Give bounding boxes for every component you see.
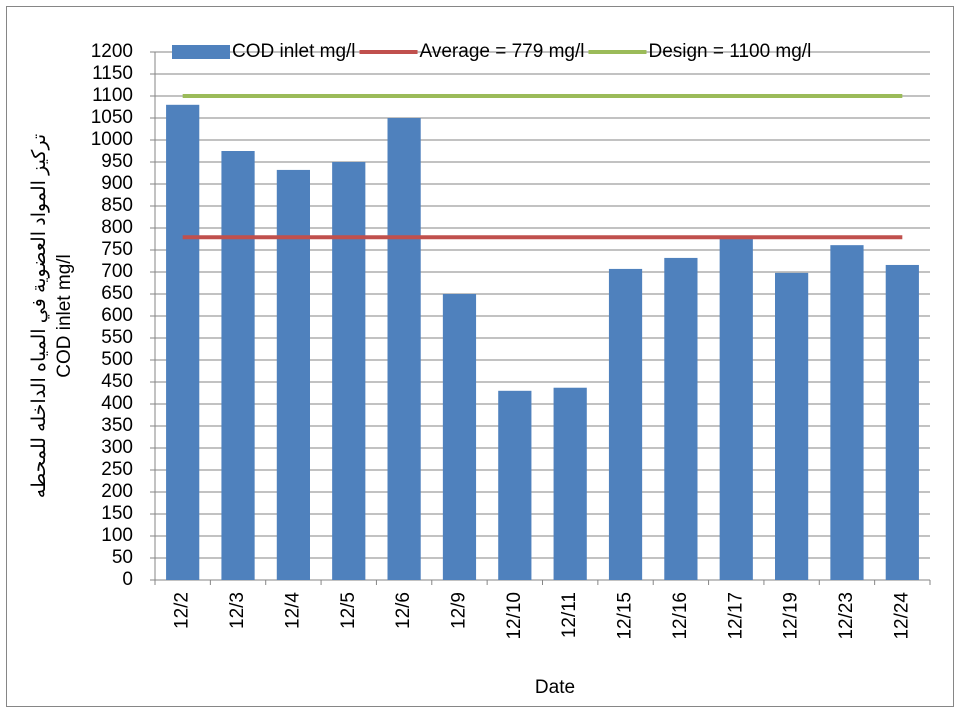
bar [166,104,200,581]
y-tick-label: 850 [101,195,133,216]
legend-swatch [172,45,230,59]
y-tick-label: 500 [101,349,133,370]
y-tick-label: 50 [112,547,133,568]
y-tick-label: 700 [101,261,133,282]
y-tick-label: 550 [101,327,133,348]
bar [276,169,310,581]
x-axis-title: Date [535,677,575,698]
y-tick-label: 200 [101,481,133,502]
x-tick-label: 12/15 [615,592,636,640]
bar [775,272,809,580]
y-tick-label: 150 [101,503,133,524]
y-tick-label: 1050 [91,107,133,128]
x-tick-label: 12/24 [891,592,912,640]
x-tick-label: 12/9 [448,592,469,629]
bar [664,257,698,580]
y-tick-label: 950 [101,151,133,172]
y-tick-label: 750 [101,239,133,260]
x-tick-label: 12/2 [172,592,193,629]
bar [387,118,421,580]
bar [608,268,643,580]
x-tick-label: 12/16 [670,592,691,640]
y-tick-label: 1000 [91,129,133,150]
y-axis-title-line: COD inlet mg/l [54,254,75,378]
y-tick-label: 350 [101,415,133,436]
bar [830,245,864,580]
y-tick-label: 450 [101,371,133,392]
legend-label: Design = 1100 mg/l [648,41,811,62]
x-tick-label: 12/19 [781,592,802,640]
y-tick-label: 800 [101,217,133,238]
y-tick-label: 0 [122,569,133,590]
x-tick-label: 12/4 [282,592,303,629]
y-axis-title: تركيز المواد العضوية في المياه الداخله ل… [29,134,75,498]
y-tick-label: 1100 [92,85,133,106]
x-tick-label: 12/6 [393,592,414,629]
y-tick-label: 900 [101,173,133,194]
bar [719,236,753,581]
bar [498,390,532,580]
x-tick-label: 12/11 [559,592,580,638]
y-tick-label: 100 [101,525,133,546]
legend-label: Average = 779 mg/l [420,41,585,62]
x-tick-label: 12/17 [725,592,746,640]
bar [221,151,255,580]
bar [442,294,477,580]
x-tick-label: 12/10 [504,592,525,640]
chart-frame [6,6,954,707]
x-tick-label: 12/3 [227,592,248,629]
y-tick-label: 250 [101,459,133,480]
bar [332,162,366,580]
x-tick-label: 12/5 [338,592,359,629]
bar [553,387,587,580]
y-tick-label: 1150 [92,63,133,84]
x-tick-label: 12/23 [836,592,857,640]
y-tick-label: 600 [101,305,133,326]
y-tick-label: 300 [101,437,133,458]
y-tick-label: 400 [101,393,133,414]
y-axis-title-line: تركيز المواد العضوية في المياه الداخله ل… [29,134,50,498]
y-tick-label: 1200 [91,41,133,62]
bar [885,264,919,580]
y-tick-label: 650 [101,283,133,304]
legend-label: COD inlet mg/l [232,41,356,62]
